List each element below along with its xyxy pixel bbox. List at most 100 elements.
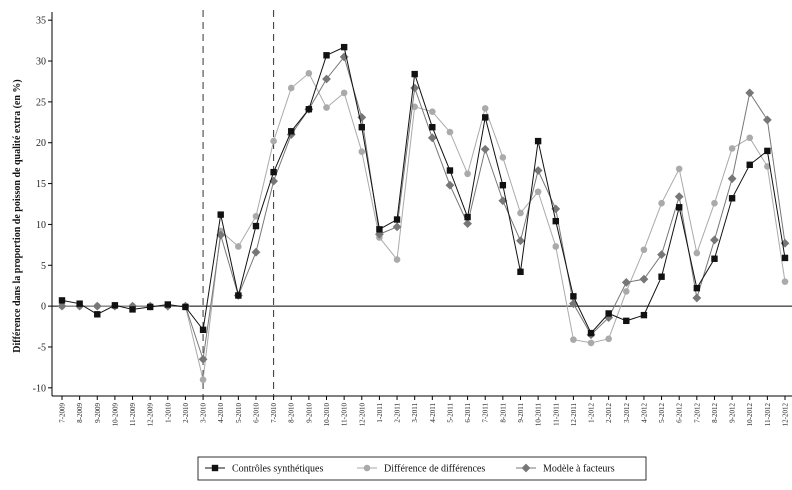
data-point [517, 268, 524, 276]
data-point [111, 302, 119, 309]
data-point [287, 84, 295, 92]
data-point [429, 124, 436, 131]
x-tick-label: 11-2011 [552, 403, 560, 426]
x-tick-label: 12-2011 [570, 403, 578, 427]
data-point [392, 222, 402, 232]
legend-label: Contrôles synthétiques [232, 464, 323, 475]
data-point [711, 199, 718, 207]
data-point [640, 311, 648, 319]
data-point [198, 354, 208, 364]
x-tick-label: 10-2009 [111, 403, 119, 427]
x-tick-label: 6-2012 [676, 403, 684, 423]
x-tick-label: 11-2009 [129, 403, 137, 427]
data-point [764, 147, 771, 155]
x-tick-label: 7-2011 [482, 403, 490, 423]
data-point [746, 134, 754, 142]
data-point [322, 74, 331, 84]
data-point [498, 196, 508, 206]
data-point [340, 43, 348, 51]
data-point [657, 250, 666, 260]
series-line [62, 72, 786, 380]
data-point [323, 104, 330, 111]
data-point [286, 130, 296, 139]
series-circle [58, 69, 789, 383]
x-tick-label: 11-2010 [341, 403, 349, 427]
x-tick-label: 8-2012 [711, 403, 719, 423]
legend-box [197, 456, 647, 481]
data-point [235, 292, 242, 299]
data-point [516, 236, 525, 246]
x-tick-label: 12-2012 [782, 403, 790, 427]
data-point [411, 70, 418, 78]
data-point [623, 317, 630, 325]
data-point [217, 211, 224, 218]
x-tick-label: 8-2011 [499, 403, 507, 423]
data-point [199, 376, 207, 383]
legend-label: Modèle à facteurs [543, 464, 615, 475]
data-point [164, 301, 172, 308]
data-point [605, 335, 612, 343]
data-point [464, 170, 471, 178]
data-point [446, 128, 454, 136]
data-point [517, 209, 524, 217]
y-tick-label: 5 [41, 261, 46, 272]
data-point [570, 293, 577, 300]
data-point [464, 213, 471, 221]
data-point [305, 106, 313, 113]
legend-marker [211, 464, 219, 472]
data-point [270, 168, 277, 176]
x-tick-label: 4-2011 [429, 403, 437, 423]
legend: Contrôles synthétiques Différence de diff… [197, 456, 647, 481]
x-tick-label: 7-2009 [59, 403, 67, 423]
data-point [463, 219, 472, 229]
data-point [235, 243, 242, 250]
data-point [481, 105, 489, 112]
x-tick-label: 5-2012 [658, 403, 666, 423]
x-tick-label: 2-2011 [394, 403, 402, 423]
data-point [288, 128, 295, 135]
x-tick-label: 5-2011 [446, 403, 454, 423]
data-point [216, 230, 226, 240]
data-point [94, 311, 101, 318]
data-point [692, 293, 702, 303]
x-tick-label: 8-2010 [288, 403, 296, 423]
data-point [552, 217, 559, 225]
data-point [658, 199, 665, 207]
x-tick-label: 10-2012 [746, 403, 754, 427]
data-point [728, 195, 736, 202]
data-point [199, 326, 207, 334]
data-point [570, 336, 577, 343]
data-point [534, 188, 542, 196]
x-tick-label: 7-2012 [693, 403, 701, 423]
data-point [182, 303, 189, 311]
y-tick-label: 25 [36, 97, 46, 108]
series-square [58, 43, 789, 337]
data-point [446, 167, 454, 174]
legend-label: Différence de différences [384, 464, 485, 475]
data-point [605, 310, 612, 317]
x-tick-label: 1-2010 [164, 403, 172, 423]
x-tick-label: 3-2011 [411, 403, 419, 423]
x-tick-label: 12-2009 [147, 403, 155, 427]
x-tick-label: 2-2012 [605, 403, 613, 423]
y-tick-label: 20 [36, 138, 46, 149]
x-tick-label: 6-2010 [252, 403, 260, 423]
y-tick-label: -5 [38, 342, 46, 353]
data-point [587, 329, 595, 337]
data-point [445, 180, 455, 190]
data-point [251, 247, 261, 257]
x-tick-label: 11-2012 [764, 403, 772, 427]
x-tick-label: 6-2011 [464, 403, 472, 423]
data-point [534, 137, 542, 145]
data-point [711, 255, 718, 262]
data-point [674, 192, 684, 202]
data-point [728, 145, 736, 152]
x-tick-label: 9-2011 [517, 403, 525, 423]
data-point [146, 303, 154, 311]
x-tick-label: 1-2012 [588, 403, 596, 423]
x-tick-label: 9-2010 [305, 403, 313, 423]
series-line [61, 46, 786, 334]
legend-marker [521, 463, 531, 473]
x-tick-label: 4-2012 [640, 403, 648, 423]
data-point [621, 278, 631, 287]
